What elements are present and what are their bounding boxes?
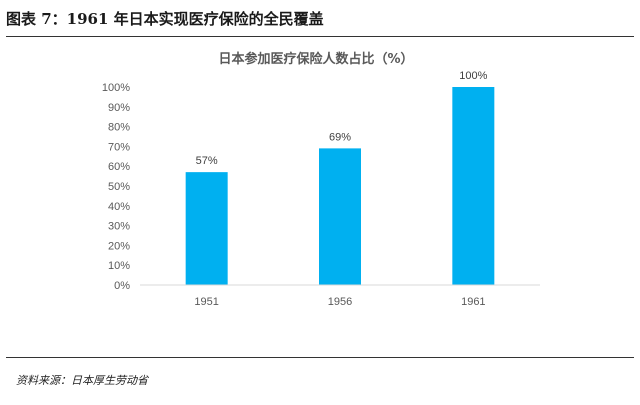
y-tick-label: 10% [108,260,130,272]
top-rule [6,36,634,37]
x-tick-label: 1961 [461,296,485,308]
x-tick-label: 1956 [328,296,352,308]
y-tick-label: 0% [114,280,130,292]
bar-1951 [185,172,228,285]
y-tick-label: 100% [102,82,130,94]
source-note: 资料来源：日本厚生劳动省 [16,374,148,387]
data-label-1951: 57% [196,155,218,167]
bar-1956 [319,148,361,285]
y-tick-label: 60% [108,161,130,173]
data-labels: 57% 69% 100% [196,70,488,167]
figure-header: 图表 7：1961 年日本实现医疗保险的全民覆盖 [6,10,324,28]
data-label-1956: 69% [329,131,351,143]
y-tick-label: 20% [108,240,130,252]
y-tick-label: 70% [108,141,130,153]
y-tick-label: 50% [108,181,130,193]
bars [185,87,495,285]
y-tick-label: 80% [108,122,130,134]
data-label-1961: 100% [459,70,487,82]
y-axis: 0% 10% 20% 30% 40% 50% 60% 70% 80% 90% 100% [102,82,130,292]
y-tick-label: 90% [108,102,130,114]
bottom-rule [6,357,634,358]
y-tick-label: 30% [108,221,130,233]
y-tick-label: 40% [108,201,130,213]
bar-chart: 日本参加医疗保险人数占比（%） 0% 10% 20% 30% 40% 50% 60% 70% 8… [102,51,540,308]
chart-title: 日本参加医疗保险人数占比（%） [218,51,413,67]
bar-1961 [452,87,495,285]
x-tick-label: 1951 [194,296,218,308]
x-axis: 1951 1956 1961 [194,296,485,308]
